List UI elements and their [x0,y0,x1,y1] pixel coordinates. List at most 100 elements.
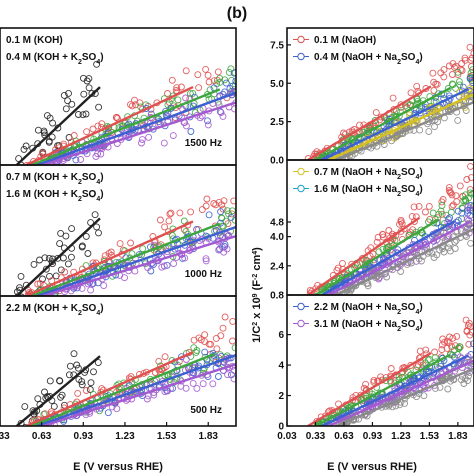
data-point [466,43,474,51]
fit-line-red [307,351,432,426]
y-tick-label: 7.5 [270,40,284,51]
data-point [440,248,448,256]
data-point [95,103,103,111]
data-point [436,246,444,254]
data-point [380,141,388,148]
data-point [167,209,175,217]
data-point [107,248,115,256]
fit-line-green [31,222,221,296]
data-point [34,280,42,288]
x-tick-label: 1.83 [199,431,219,442]
data-point [448,191,456,199]
data-point [205,78,213,86]
data-point [94,122,102,130]
data-point [454,68,462,76]
data-point [217,219,224,227]
data-point [42,265,50,273]
legend-entry: 2.2 M (KOH + K2SO4) [6,303,104,317]
x-tick-label: 1.23 [391,431,411,442]
data-point [438,202,446,209]
data-point [413,82,421,90]
data-point [62,232,70,240]
fit-line-purple [328,359,474,426]
y-tick-label: 4.0 [270,232,284,243]
data-point [453,198,461,206]
data-point [164,387,172,395]
data-point [189,379,197,387]
data-point [416,126,424,134]
fit-line-red [25,351,194,426]
data-point [453,332,461,340]
chart-left-mid: 0.7 M (KOH + K2SO4) 1.6 M (KOH + K2SO4) 10… [0,164,237,297]
data-point [447,208,455,216]
data-point [448,203,456,210]
data-point [143,395,151,403]
data-point [17,272,25,280]
data-point [411,218,418,225]
data-point [213,345,221,353]
y-tick-label: 0 [278,422,284,433]
fit-line-blue [37,91,236,165]
fit-line-purple [42,101,236,165]
data-point [127,239,135,247]
data-point [463,206,471,214]
fit-line-green [31,352,216,426]
x-tick-label: 0.63 [334,431,354,442]
data-point [391,236,399,244]
legend-entry: 0.1 M (NaOH) [314,35,376,46]
data-point [116,240,124,248]
data-point [217,332,225,340]
legend-marker [297,319,305,328]
data-point [456,343,464,351]
chart-left-bot: 0.33 0.63 0.93 1.23 1.53 1.83 2.2 M (KOH + K2S… [0,295,237,442]
x-tick-label: 0.93 [74,431,94,442]
legend-marker [297,35,305,44]
data-point [182,356,190,363]
data-point [65,371,73,379]
y-tick-label: 2.5 [270,117,284,128]
fit-line-grey [335,227,474,295]
data-point [429,209,437,217]
data-point [204,71,212,79]
data-point [215,246,223,254]
data-point [446,247,454,255]
fit-line-purple [42,363,236,426]
frequency-annotation: 1500 Hz [185,138,222,149]
data-point [70,350,78,358]
data-point [20,145,28,153]
data-point [214,68,222,76]
data-point [197,336,205,344]
data-layer-right-top [304,43,474,160]
data-point [452,84,460,92]
data-point [49,260,56,268]
data-point [95,229,102,237]
data-point [397,268,405,275]
data-point [202,257,210,265]
legend-entry: 1.6 M (KOH + K2SO4) [6,189,104,203]
data-point [225,68,233,76]
data-point [209,349,217,357]
data-point [379,233,387,241]
data-point [465,194,473,202]
data-point [364,282,372,290]
y-tick-label: 4 [278,361,284,372]
legend-entry: 3.1 M (NaOH + Na2SO4) [314,319,423,333]
data-point [89,125,97,133]
data-point [187,208,195,216]
data-point [454,116,462,124]
data-point [182,67,190,75]
data-point [465,340,473,348]
data-point [73,361,81,369]
data-point [164,90,171,97]
data-point [366,270,373,278]
data-point [407,89,415,97]
legend-marker [297,52,305,61]
legend-entry: 0.7 M (NaOH + Na2SO4) [314,167,423,181]
data-point [439,335,447,343]
data-point [383,273,391,281]
data-point [204,121,212,129]
data-point [449,60,457,68]
y-tick-label: 5.0 [270,79,284,90]
data-point [231,344,236,352]
data-point [415,202,423,210]
